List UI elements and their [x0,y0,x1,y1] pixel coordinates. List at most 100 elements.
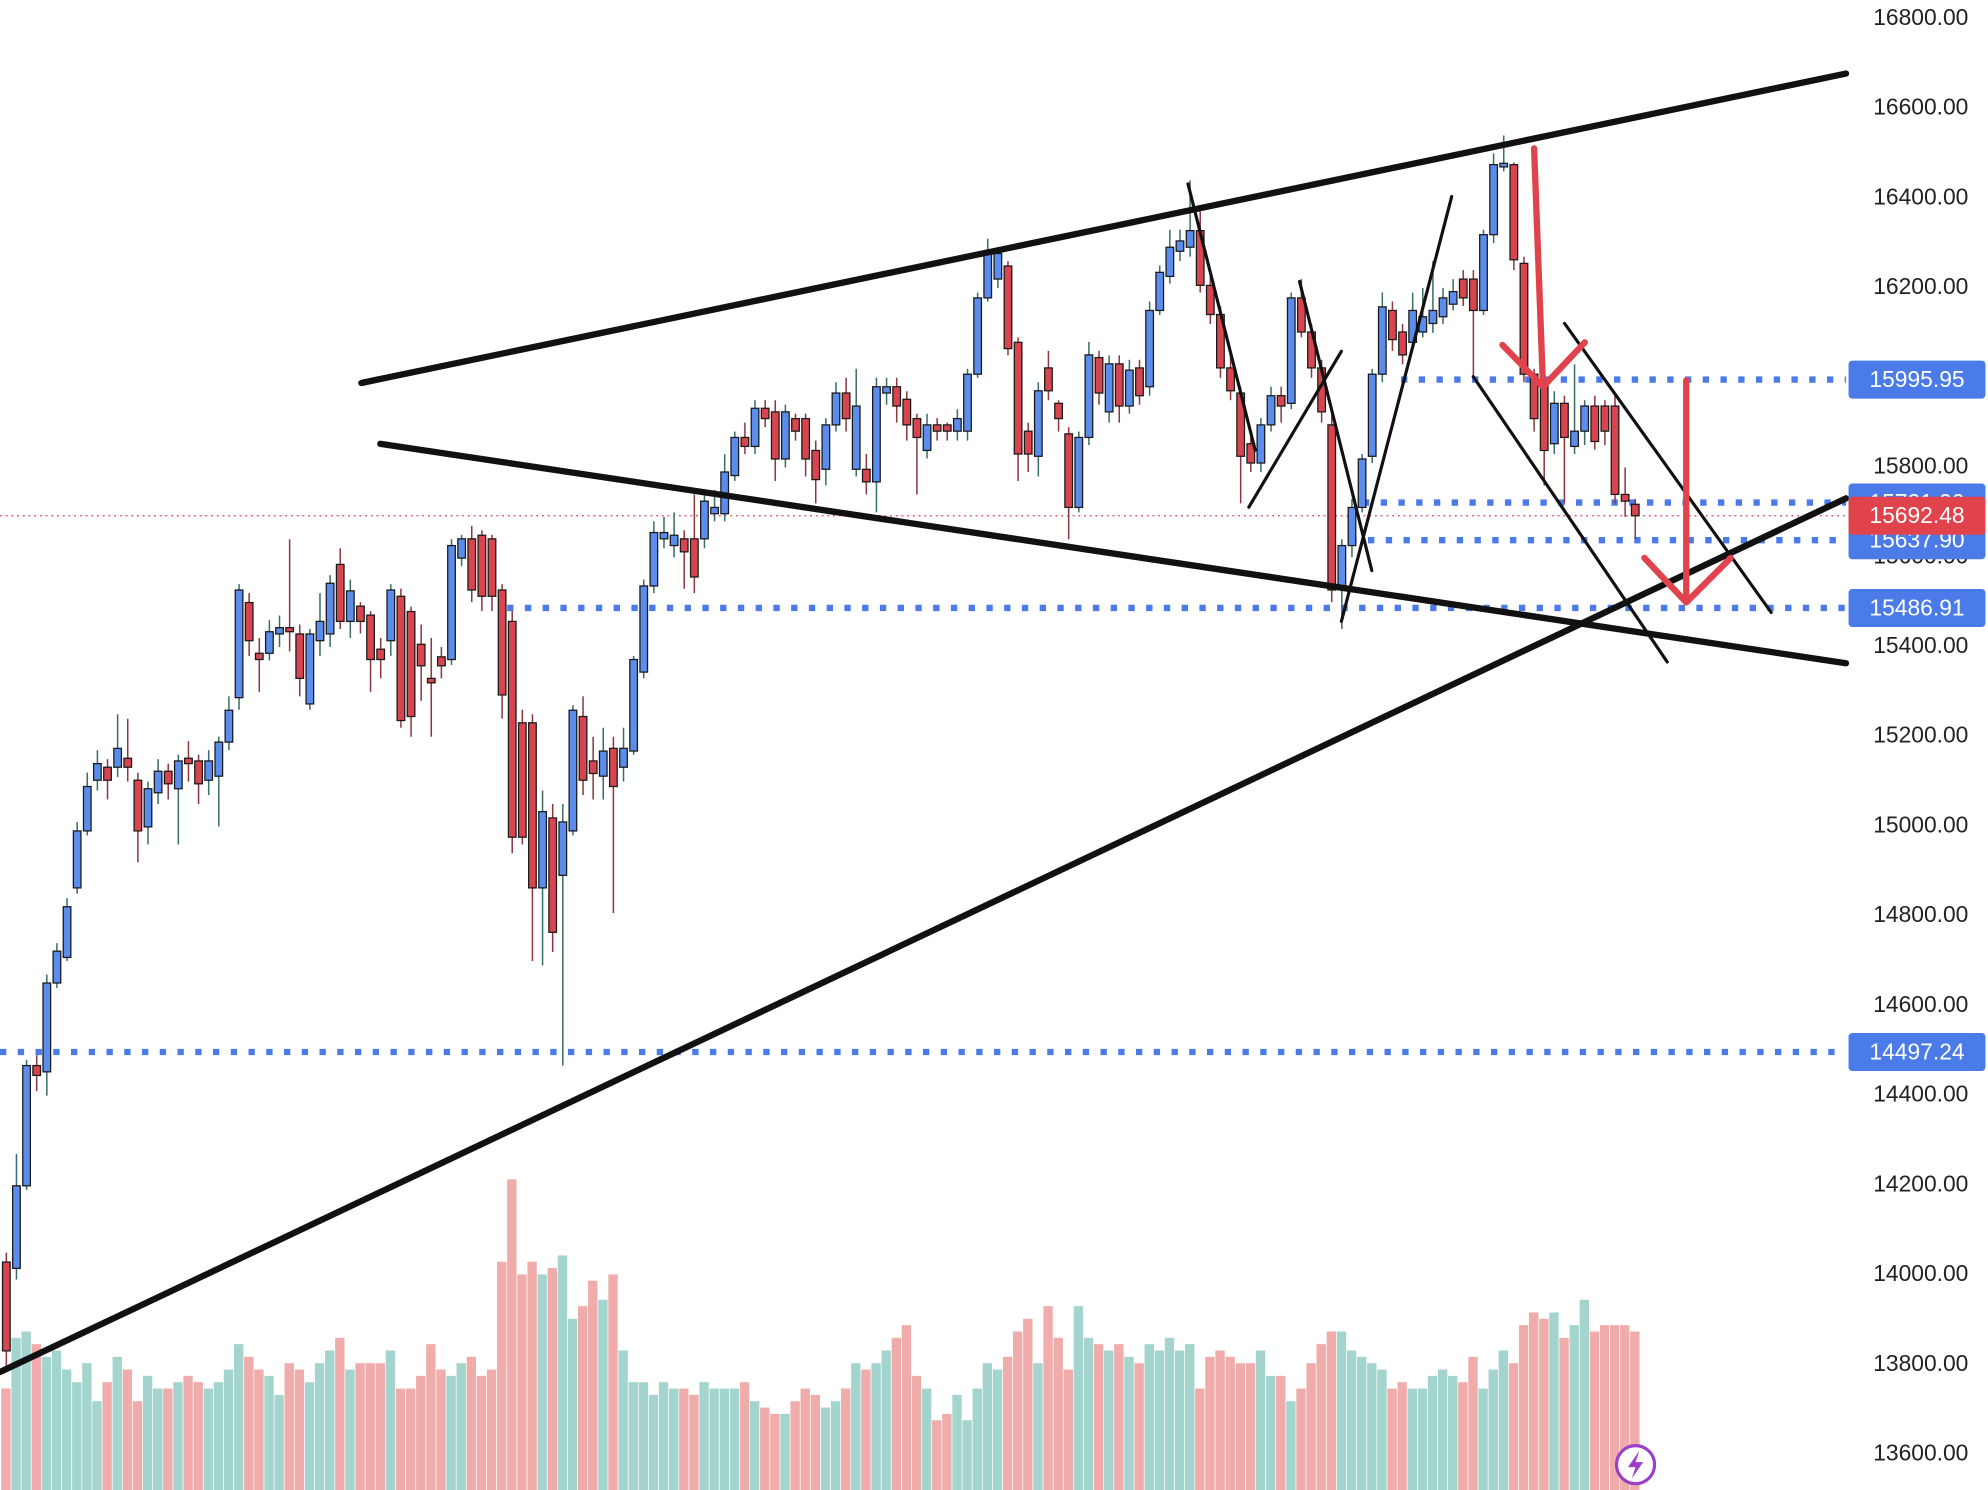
candle-body [214,741,224,777]
candle-body [103,766,112,781]
volume-bar [375,1363,385,1490]
volume-bar [1154,1350,1165,1490]
y-tick-label: 15200.00 [1873,722,1968,748]
volume-bar [790,1401,800,1490]
volume-bar [1286,1401,1296,1490]
volume-bar [881,1350,891,1490]
volume-bar [274,1394,284,1490]
volume-bar [1083,1337,1094,1490]
candle-body [386,589,396,642]
candle-body [1185,229,1195,248]
price-label-box [1848,360,1986,399]
candle-body [1590,405,1600,443]
volume-bar [972,1388,982,1490]
arrow [1530,145,1547,390]
volume-bar [719,1388,729,1490]
candle-body [882,386,891,394]
candle-body [659,531,669,540]
price-label-box [1848,588,1986,627]
candle-body [952,417,962,432]
trend-line [0,495,1850,1376]
candle-body [1610,405,1620,496]
volume-bar [436,1369,446,1490]
candle-body [305,633,315,705]
volume-bar [112,1356,122,1490]
candle-body [1256,424,1266,464]
candle-body [1357,458,1367,509]
candle-body [1448,290,1458,305]
price-label-box [1848,1032,1986,1072]
candle-body [244,601,254,642]
candle-body [1084,354,1094,439]
candle-body [12,1185,21,1269]
candle-body [700,500,709,540]
candle-body [426,677,436,684]
candle-body [1509,164,1519,261]
volume-bar [517,1274,527,1490]
y-tick-label: 16200.00 [1873,273,1968,299]
candle-body [1367,373,1377,457]
volume-bar [1033,1363,1043,1490]
candle-body [92,762,102,781]
price-label: 14497.24 [1869,1038,1964,1064]
volume-bar [507,1179,517,1490]
y-tick-label: 13600.00 [1873,1440,1968,1466]
volume-bar [1559,1337,1569,1490]
lightning-icon [1627,1450,1644,1479]
volume-bar [163,1388,173,1490]
candle-body [851,405,861,470]
volume-bar [749,1401,760,1490]
volume-bar [729,1388,740,1490]
volume-bar [153,1388,163,1490]
candle-body [52,950,62,984]
level-lines [0,376,1846,1056]
candle-body [993,252,1003,280]
price-label-box [1848,496,1986,535]
volume-bar [1276,1375,1286,1490]
volume-bar [61,1369,72,1490]
volume-bar [1397,1382,1407,1490]
y-tick-label: 15000.00 [1873,811,1968,837]
y-tick-label: 14000.00 [1873,1260,1968,1286]
volume-bar [416,1375,426,1490]
candle-body [1468,278,1478,312]
candle-body [861,468,871,483]
candle-body [1438,297,1448,318]
candle-body [831,392,841,426]
volume-bar [557,1255,568,1490]
volume-bar [1134,1363,1144,1490]
volume-bar [911,1375,922,1490]
y-tick-label: 16400.00 [1873,183,1968,209]
volume-bar [1387,1388,1397,1490]
candle-body [1327,424,1337,591]
candle-body [224,709,234,743]
candle-body [1479,234,1488,312]
y-tick-label: 14600.00 [1873,991,1968,1017]
y-tick-label: 16600.00 [1873,94,1968,120]
volume-bar [1508,1363,1519,1490]
volume-bar [173,1382,183,1490]
candle-body [1054,402,1063,420]
volume-bar [1316,1344,1326,1490]
volume-bar [1255,1350,1266,1490]
candle-body [1064,433,1074,509]
volume-bar [1225,1356,1235,1490]
candle-body [780,411,790,460]
candle-body [345,590,355,623]
volume-bar [233,1344,244,1490]
candle-body [396,595,406,722]
volume-bar [699,1382,709,1490]
candle-body [1003,265,1013,350]
candle-body [204,760,214,781]
price-label: 15995.95 [1869,366,1964,392]
y-tick-label: 16800.00 [1873,4,1968,30]
volume-bar [476,1375,487,1490]
volume-bar [1448,1375,1458,1490]
candle-body [1013,341,1023,455]
arrow-head [1641,554,1734,606]
candle-body [1489,164,1499,236]
volume-bar [102,1382,112,1490]
candle-body [173,760,183,790]
candle-body [548,817,558,933]
volume-bar [1114,1344,1124,1490]
